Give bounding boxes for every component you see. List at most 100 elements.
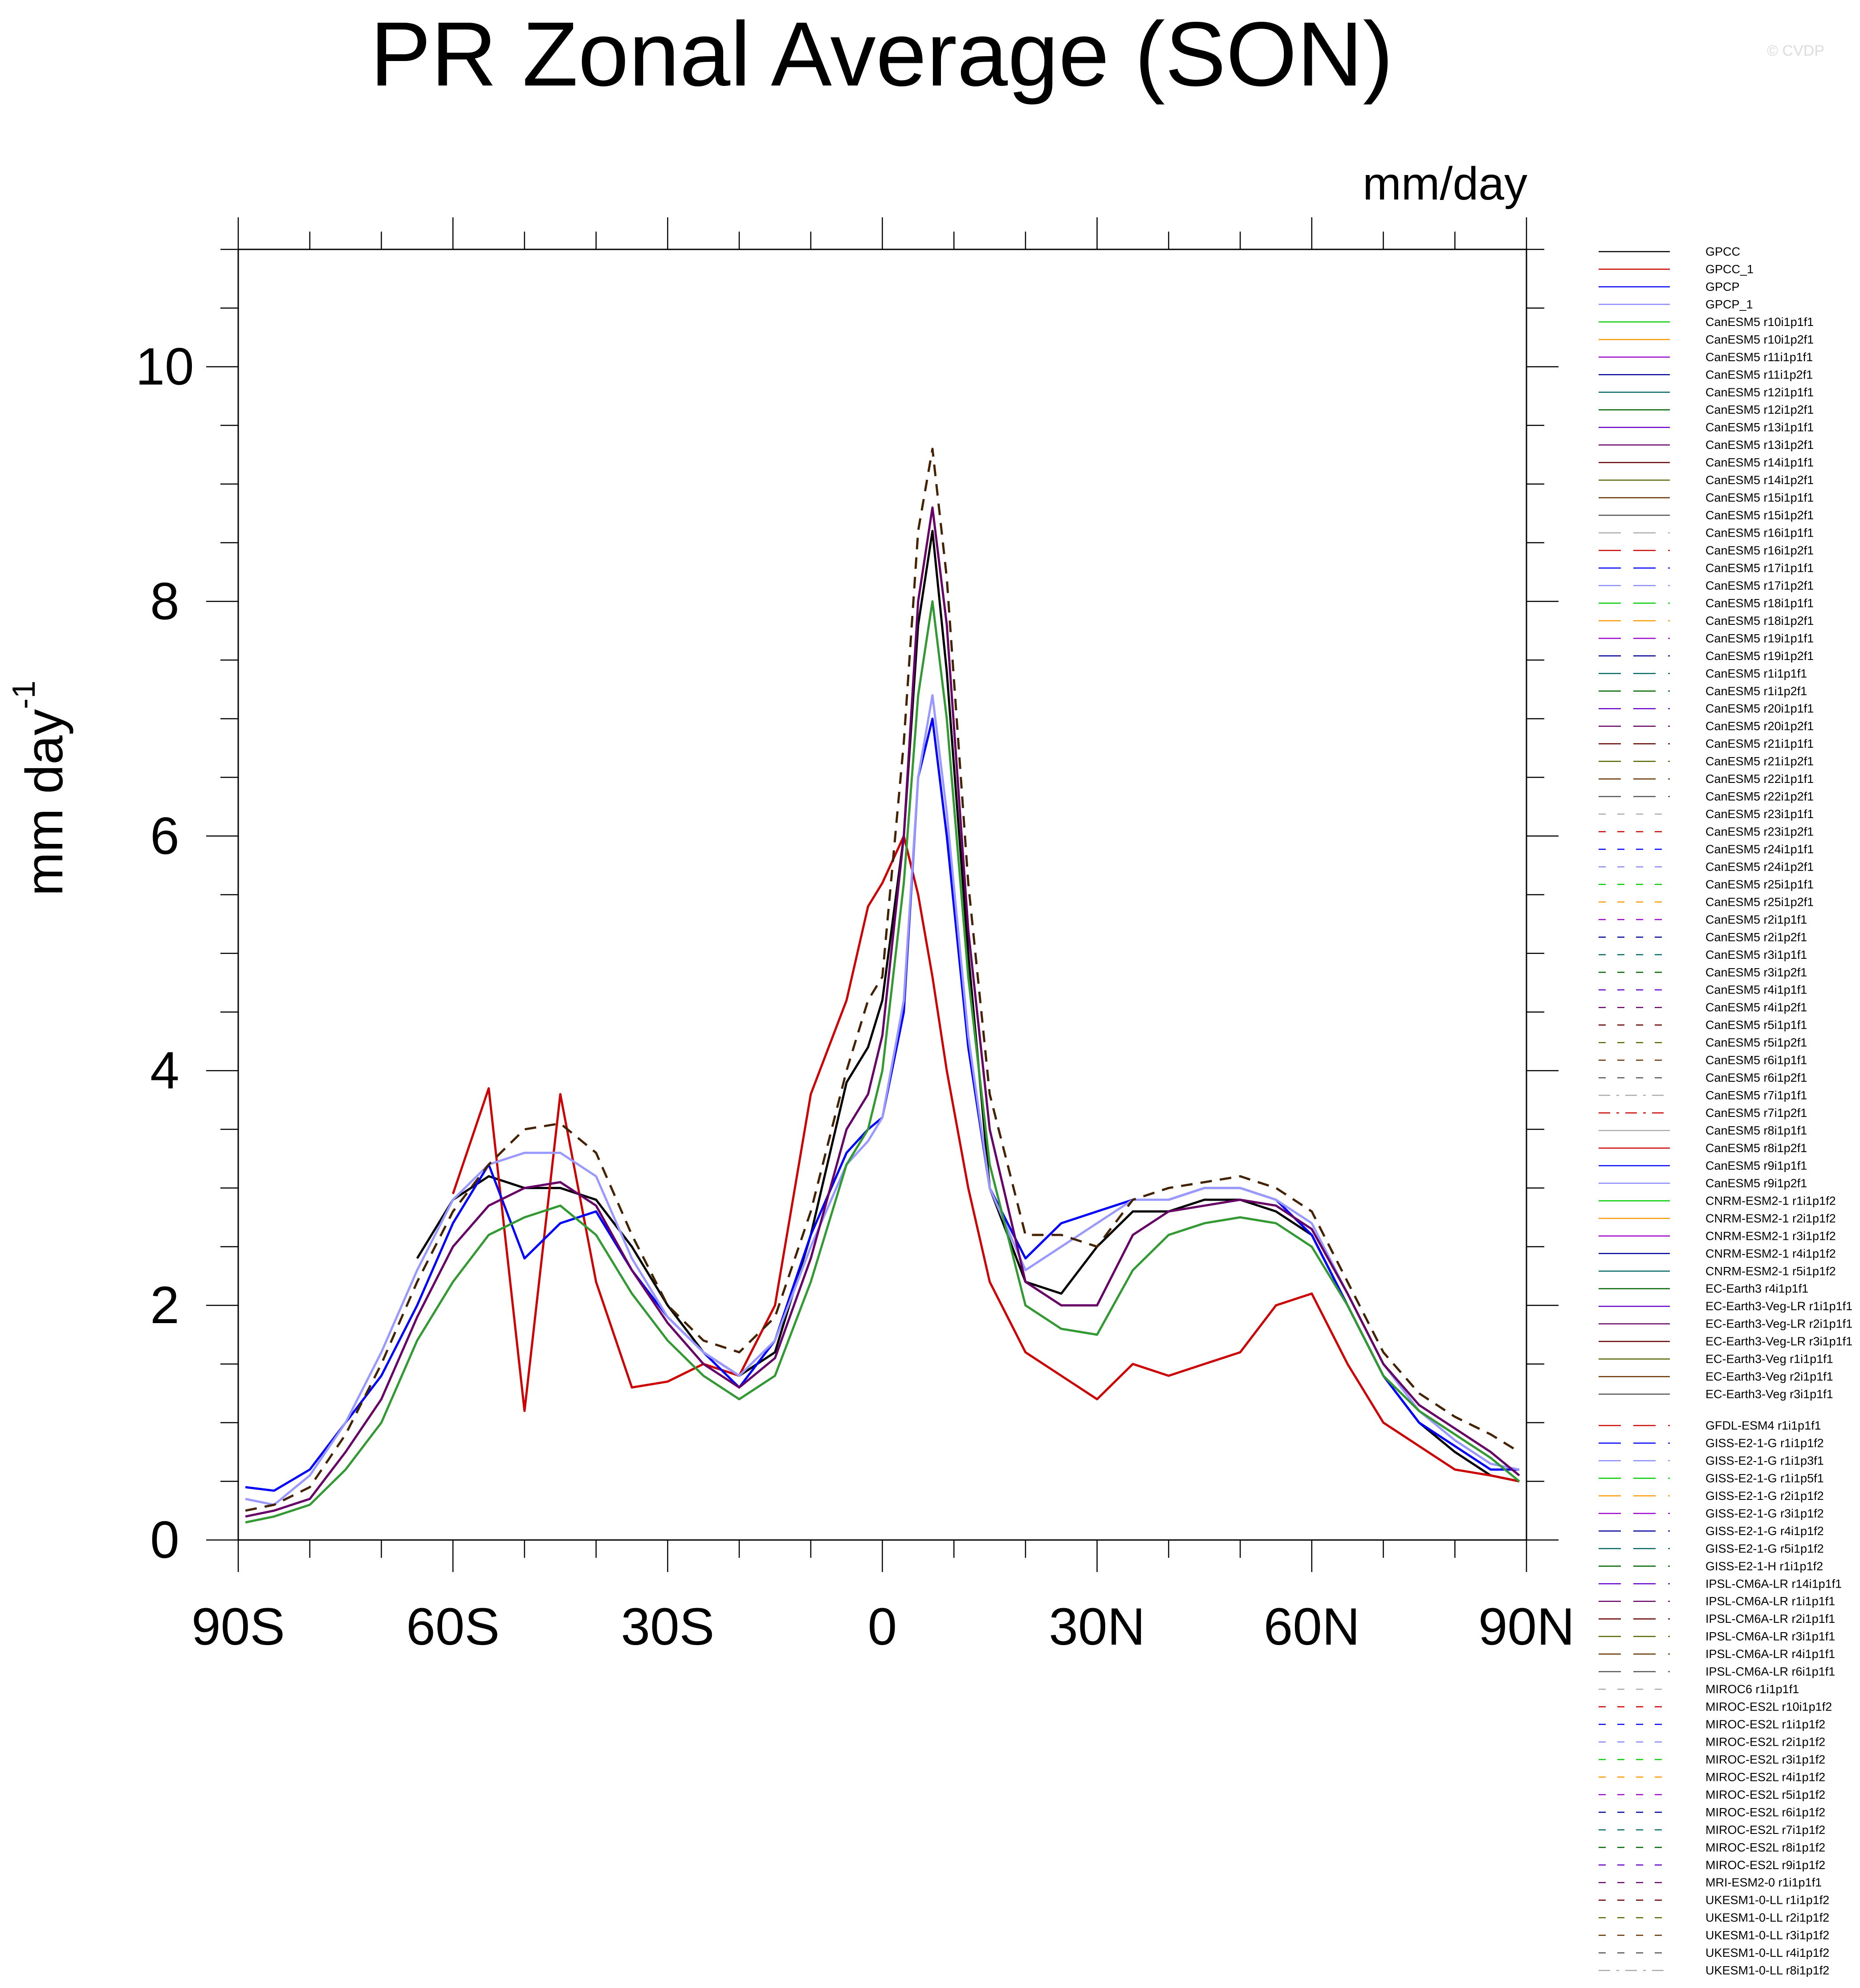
legend-label: CanESM5 r3i1p2f1 [1705,965,1807,979]
legend-label: CanESM5 r12i1p1f1 [1705,386,1814,399]
legend-label: CanESM5 r9i1p2f1 [1705,1177,1807,1190]
legend-label: CanESM5 r25i1p2f1 [1705,895,1814,908]
legend-item: MIROC-ES2L r8i1p1f2 [1599,1841,1825,1854]
legend-item: IPSL-CM6A-LR r3i1p1f1 [1599,1630,1835,1643]
legend-label: MIROC-ES2L r6i1p1f2 [1705,1805,1825,1819]
legend-label: GISS-E2-1-G r1i1p3f1 [1705,1454,1824,1467]
legend-label: EC-Earth3-Veg r1i1p1f1 [1705,1352,1833,1366]
legend-label: GISS-E2-1-G r5i1p1f2 [1705,1542,1824,1555]
legend-item: GISS-E2-1-G r1i1p3f1 [1599,1454,1824,1467]
legend-item: CanESM5 r14i1p1f1 [1599,456,1814,469]
x-tick-label: 30N [1049,1597,1145,1656]
legend-label: CanESM5 r18i1p2f1 [1705,614,1814,627]
legend-item: GISS-E2-1-G r1i1p5f1 [1599,1471,1824,1485]
y-tick-label: 10 [135,337,194,396]
watermark: © CVDP [1767,42,1824,59]
legend-label: GPCP_1 [1705,297,1753,311]
legend-item: EC-Earth3-Veg-LR r3i1p1f1 [1599,1335,1852,1348]
legend-item: CanESM5 r21i1p1f1 [1599,737,1814,750]
legend-label: CanESM5 r25i1p1f1 [1705,878,1814,891]
legend-label: UKESM1-0-LL r2i1p1f2 [1705,1911,1829,1924]
legend-label: GISS-E2-1-G r3i1p1f2 [1705,1507,1824,1520]
legend-item: CanESM5 r6i1p2f1 [1599,1071,1807,1084]
legend-label: CanESM5 r21i1p2f1 [1705,755,1814,768]
legend-label: CanESM5 r9i1p1f1 [1705,1159,1807,1172]
x-tick-label: 90N [1478,1597,1575,1656]
legend-label: CNRM-ESM2-1 r4i1p1f2 [1705,1247,1836,1260]
legend-label: MIROC-ES2L r8i1p1f2 [1705,1841,1825,1854]
legend-label: CanESM5 r17i1p2f1 [1705,579,1814,592]
legend-item: CanESM5 r22i1p2f1 [1599,790,1814,803]
legend-label: CNRM-ESM2-1 r1i1p1f2 [1705,1194,1836,1207]
legend-label: CanESM5 r1i1p1f1 [1705,667,1807,680]
legend-item: CanESM5 r14i1p2f1 [1599,473,1814,487]
legend-item: CanESM5 r23i1p1f1 [1599,807,1814,821]
y-tick-label: 6 [150,807,179,865]
legend-label: CanESM5 r23i1p2f1 [1705,825,1814,839]
legend-label: CanESM5 r14i1p1f1 [1705,456,1814,469]
legend-label: MIROC-ES2L r9i1p1f2 [1705,1858,1825,1872]
legend-item: GPCC_1 [1599,262,1754,276]
legend-label: CanESM5 r11i1p2f1 [1705,368,1813,381]
plot-frame [237,248,1527,1541]
legend-item: CanESM5 r7i1p2f1 [1599,1106,1807,1120]
legend-label: CanESM5 r8i1p2f1 [1705,1141,1807,1155]
series-line-models-min [245,600,1520,1524]
y-tick-label: 0 [150,1511,179,1569]
legend-label: CanESM5 r8i1p1f1 [1705,1124,1807,1137]
legend-label: IPSL-CM6A-LR r4i1p1f1 [1705,1647,1835,1661]
legend-item: CanESM5 r4i1p2f1 [1599,1001,1807,1014]
legend-item: MIROC-ES2L r1i1p1f2 [1599,1718,1825,1731]
legend-label: EC-Earth3-Veg-LR r1i1p1f1 [1705,1300,1852,1313]
legend-item: CanESM5 r3i1p1f1 [1599,948,1807,961]
legend-label: CNRM-ESM2-1 r3i1p1f2 [1705,1229,1836,1242]
legend-label: EC-Earth3-Veg r3i1p1f1 [1705,1388,1833,1401]
legend-label: CanESM5 r1i1p2f1 [1705,684,1807,698]
legend-item: CanESM5 r3i1p2f1 [1599,965,1807,979]
legend-item: EC-Earth3-Veg r2i1p1f1 [1599,1370,1833,1383]
legend-label: CanESM5 r4i1p2f1 [1705,1001,1807,1014]
legend-item: CanESM5 r16i1p2f1 [1599,544,1814,557]
legend-item: UKESM1-0-LL r3i1p1f2 [1599,1929,1829,1942]
legend-label: CanESM5 r5i1p2f1 [1705,1036,1807,1049]
tick-labels: 0 2 4 6 8 10 90S 60S 30S 0 30N 60N 90N [135,337,1575,1656]
legend-label: CanESM5 r11i1p1f1 [1705,350,1813,364]
y-axis-label: mm day-1 [6,680,74,896]
legend-label: CanESM5 r15i1p2f1 [1705,509,1814,522]
legend-item: CNRM-ESM2-1 r4i1p1f2 [1599,1247,1836,1260]
legend-item: CanESM5 r5i1p2f1 [1599,1036,1807,1049]
legend-item: CanESM5 r11i1p2f1 [1599,368,1813,381]
legend-item: CanESM5 r8i1p1f1 [1599,1124,1807,1137]
legend-label: GISS-E2-1-G r4i1p1f2 [1705,1524,1824,1538]
legend-label: CanESM5 r19i1p2f1 [1705,649,1814,663]
legend-item: CanESM5 r13i1p1f1 [1599,421,1814,434]
legend-item: CanESM5 r25i1p2f1 [1599,895,1814,908]
series-line-gpcc-1 [452,835,1520,1483]
legend-item: UKESM1-0-LL r8i1p1f2 [1599,1964,1829,1977]
legend-item: GPCP [1599,280,1740,293]
chart-title: PR Zonal Average (SON) [370,3,1393,105]
legend-item: CanESM5 r11i1p1f1 [1599,350,1813,364]
legend-item: EC-Earth3-Veg r3i1p1f1 [1599,1388,1833,1401]
legend-item: CanESM5 r9i1p1f1 [1599,1159,1807,1172]
legend-label: MIROC-ES2L r4i1p1f2 [1705,1770,1825,1784]
legend-label: IPSL-CM6A-LR r3i1p1f1 [1705,1630,1835,1643]
legend-label: GISS-E2-1-G r1i1p1f2 [1705,1436,1824,1450]
legend-label: CanESM5 r22i1p1f1 [1705,772,1814,786]
legend-label: EC-Earth3-Veg r2i1p1f1 [1705,1370,1833,1383]
y-tick-label: 8 [150,572,179,631]
legend-label: MIROC-ES2L r10i1p1f2 [1705,1700,1832,1714]
axis-ticks [206,217,1559,1572]
x-tick-label: 60S [406,1597,500,1656]
legend-item: CanESM5 r15i1p1f1 [1599,491,1814,505]
legend-label: MRI-ESM2-0 r1i1p1f1 [1705,1876,1822,1889]
legend-item: GFDL-ESM4 r1i1p1f1 [1599,1419,1821,1432]
legend-label: CanESM5 r6i1p2f1 [1705,1071,1807,1084]
legend-item: MIROC6 r1i1p1f1 [1599,1682,1799,1696]
legend-item: CanESM5 r12i1p2f1 [1599,403,1814,416]
legend-item: GISS-E2-1-G r4i1p1f2 [1599,1524,1824,1538]
legend-item: CNRM-ESM2-1 r3i1p1f2 [1599,1229,1836,1242]
legend-label: GISS-E2-1-G r1i1p5f1 [1705,1471,1824,1485]
legend-label: CanESM5 r15i1p1f1 [1705,491,1814,505]
legend-label: CanESM5 r4i1p1f1 [1705,983,1807,997]
